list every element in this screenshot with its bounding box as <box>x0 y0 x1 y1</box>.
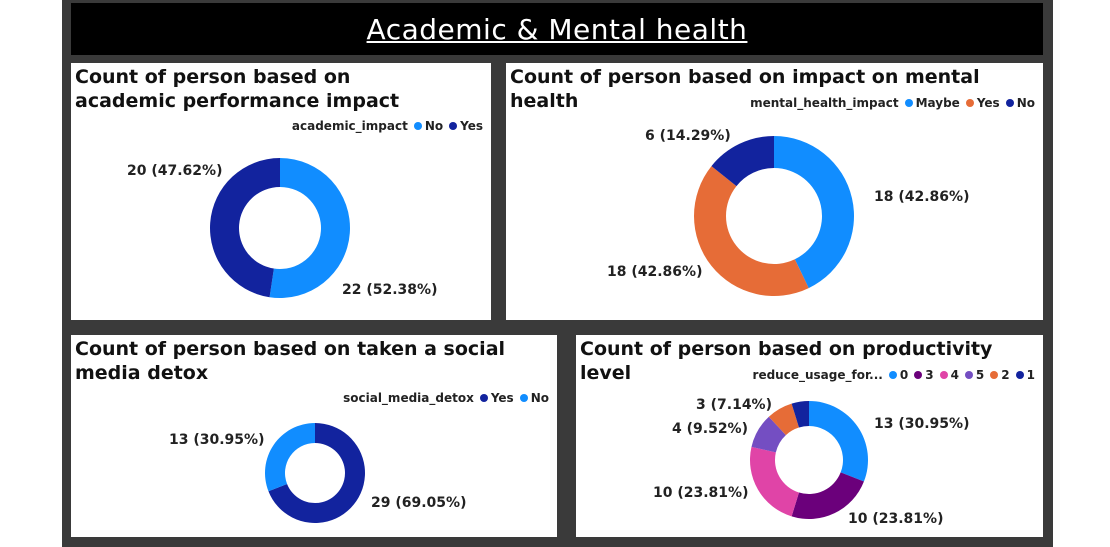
legend-dot <box>888 371 897 379</box>
legend-title: academic_impact <box>291 119 408 133</box>
title-bar: Academic & Mental health <box>71 3 1043 55</box>
legend-dot <box>413 122 422 130</box>
legend-item-no[interactable]: No <box>413 119 444 133</box>
data-label-2: 3 (7.14%) <box>696 397 772 413</box>
legend-dot <box>964 371 973 379</box>
data-label-no: 6 (14.29%) <box>645 128 731 144</box>
donut-slice-yes[interactable] <box>210 158 280 298</box>
legend-dot <box>1015 371 1024 379</box>
legend-label: 1 <box>1026 368 1035 382</box>
donut-slice-no[interactable] <box>269 158 350 298</box>
legend-dot <box>449 122 458 130</box>
data-label-no: 22 (52.38%) <box>342 282 438 298</box>
donut-slice-yes[interactable] <box>694 166 809 296</box>
donut-slice-2[interactable] <box>768 403 799 436</box>
donut-slice-no[interactable] <box>711 136 774 187</box>
dashboard-title: Academic & Mental health <box>366 12 748 46</box>
academic-impact-panel: Count of person based on academic perfor… <box>71 63 491 320</box>
legend-dot <box>519 394 528 402</box>
chart-legend[interactable]: social_media_detox Yes No <box>343 391 549 405</box>
chart-legend[interactable]: mental_health_impact Maybe Yes No <box>750 96 1035 110</box>
legend-label: Yes <box>976 96 1000 110</box>
donut-slice-4[interactable] <box>750 446 799 517</box>
legend-title: mental_health_impact <box>750 96 899 110</box>
legend-label: Maybe <box>915 96 960 110</box>
legend-item-1[interactable]: 1 <box>1015 368 1035 382</box>
legend-dot <box>990 371 999 379</box>
legend-dot <box>939 371 948 379</box>
legend-label: Yes <box>490 391 514 405</box>
legend-label: Yes <box>460 119 483 133</box>
social-media-detox-panel: Count of person based on taken a social … <box>71 335 557 537</box>
legend-label: 5 <box>975 368 985 382</box>
data-label-yes: 18 (42.86%) <box>607 264 703 280</box>
legend-label: 0 <box>899 368 909 382</box>
dashboard-canvas: Academic & Mental health Count of person… <box>62 0 1053 547</box>
legend-item-5[interactable]: 5 <box>964 368 985 382</box>
legend-dot <box>479 394 488 402</box>
legend-item-yes[interactable]: Yes <box>449 119 483 133</box>
donut-chart <box>210 158 350 298</box>
legend-title: social_media_detox <box>343 391 474 405</box>
legend-dot <box>1005 99 1014 107</box>
data-label-3: 10 (23.81%) <box>848 511 944 527</box>
legend-label: No <box>1016 96 1035 110</box>
legend-item-yes[interactable]: Yes <box>965 96 1000 110</box>
data-label-maybe: 18 (42.86%) <box>874 189 970 205</box>
data-label-0: 13 (30.95%) <box>874 416 970 432</box>
legend-dot <box>904 99 913 107</box>
legend-dot <box>965 99 974 107</box>
productivity-level-panel: Count of person based on productivity le… <box>576 335 1043 537</box>
donut-slice-maybe[interactable] <box>774 136 854 289</box>
legend-item-2[interactable]: 2 <box>990 368 1010 382</box>
data-label-yes: 20 (47.62%) <box>127 163 223 179</box>
donut-chart <box>265 423 365 523</box>
legend-item-no[interactable]: No <box>1005 96 1035 110</box>
donut-slice-3[interactable] <box>791 472 864 519</box>
donut-slice-no[interactable] <box>265 423 315 492</box>
chart-legend[interactable]: academic_impact No Yes <box>292 119 483 133</box>
legend-title: reduce_usage_for... <box>752 368 883 382</box>
chart-title: Count of person based on taken a social … <box>75 338 506 384</box>
donut-chart <box>694 136 854 296</box>
donut-slice-1[interactable] <box>791 401 809 428</box>
legend-item-yes[interactable]: Yes <box>479 391 514 405</box>
data-label-4: 10 (23.81%) <box>653 485 749 501</box>
chart-legend[interactable]: reduce_usage_for... 0 3 4 5 2 1 <box>753 368 1035 382</box>
data-label-5: 4 (9.52%) <box>672 421 748 437</box>
legend-item-3[interactable]: 3 <box>914 368 934 382</box>
donut-slice-yes[interactable] <box>268 423 365 523</box>
chart-title: Count of person based on impact on menta… <box>510 66 980 112</box>
data-label-no: 13 (30.95%) <box>169 432 265 448</box>
legend-item-maybe[interactable]: Maybe <box>904 96 960 110</box>
legend-label: No <box>530 391 549 405</box>
mental-health-panel: Count of person based on impact on menta… <box>506 63 1043 320</box>
chart-title: Count of person based on productivity le… <box>580 338 993 384</box>
legend-label: 2 <box>1001 368 1010 382</box>
donut-slice-5[interactable] <box>751 416 786 453</box>
donut-chart <box>750 401 868 519</box>
legend-label: No <box>424 119 444 133</box>
legend-label: 3 <box>925 368 934 382</box>
legend-label: 4 <box>950 368 959 382</box>
chart-title: Count of person based on academic perfor… <box>75 66 400 112</box>
legend-item-0[interactable]: 0 <box>888 368 909 382</box>
legend-item-no[interactable]: No <box>519 391 549 405</box>
data-label-yes: 29 (69.05%) <box>371 495 467 511</box>
legend-dot <box>914 371 923 379</box>
legend-item-4[interactable]: 4 <box>939 368 959 382</box>
donut-slice-0[interactable] <box>809 401 868 482</box>
